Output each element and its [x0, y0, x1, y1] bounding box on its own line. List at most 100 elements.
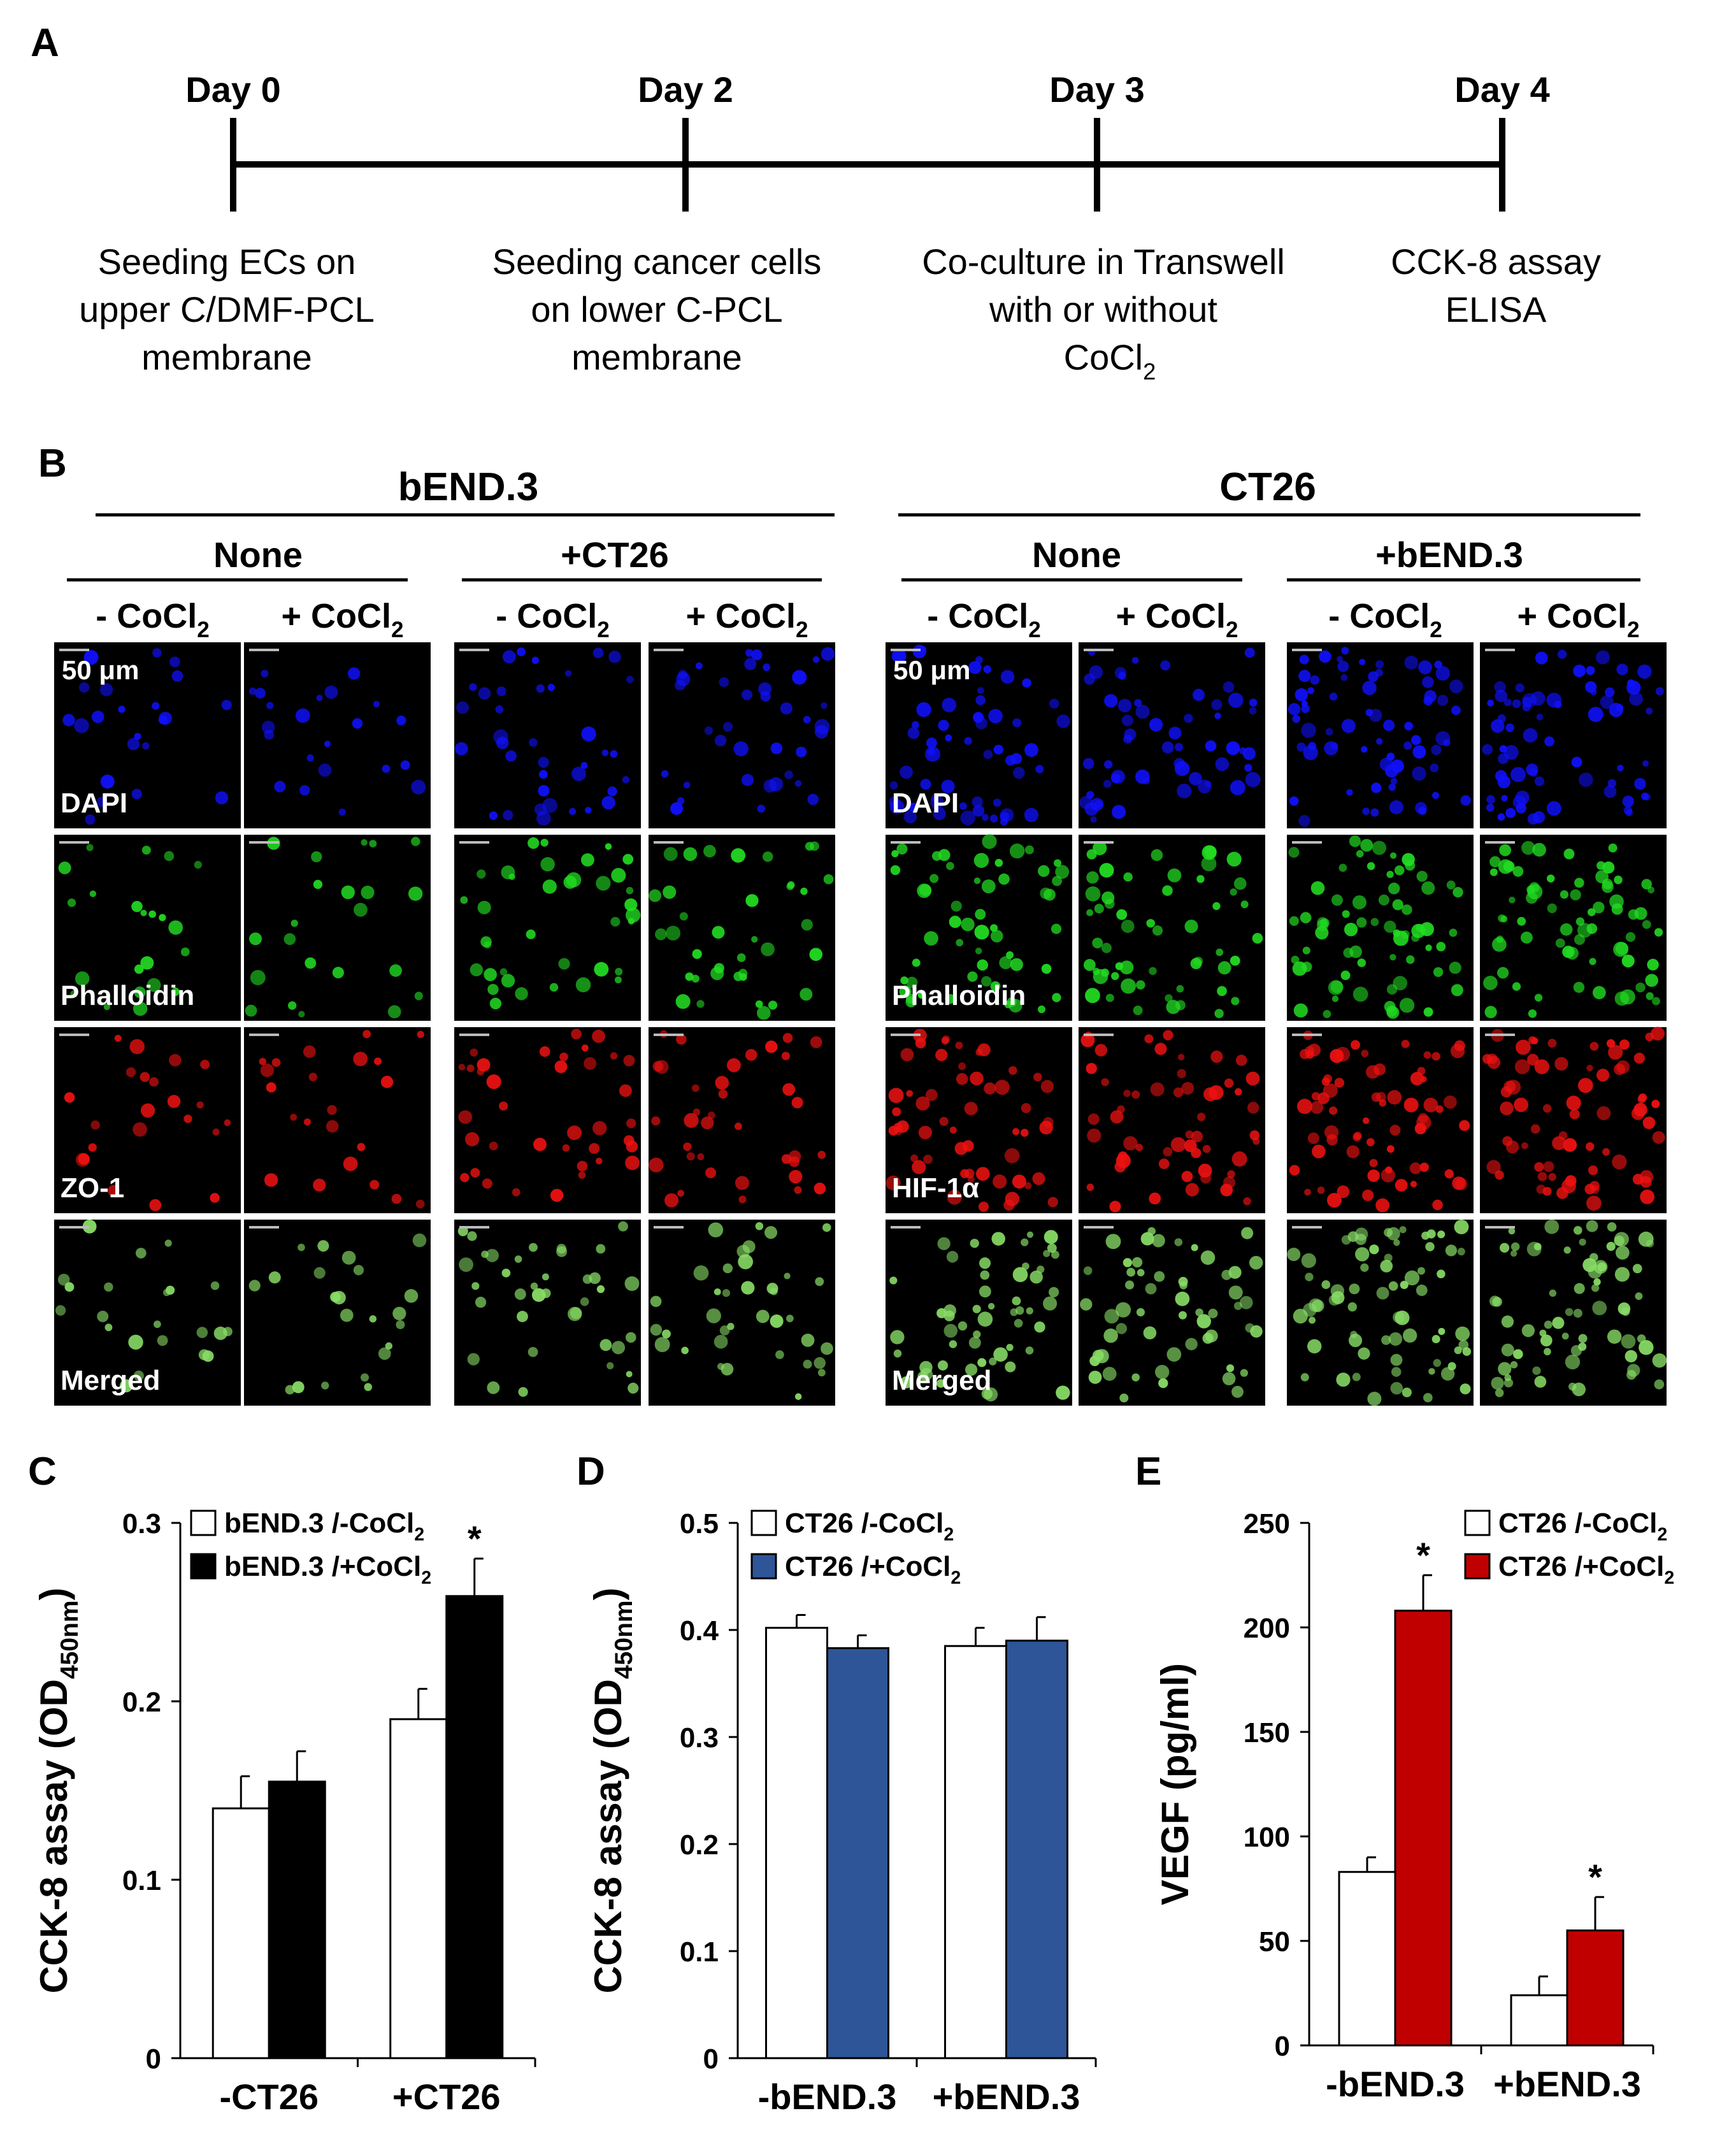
cell — [1101, 891, 1115, 905]
timeline-desc-line: CoCl2 — [1064, 337, 1156, 385]
cell — [655, 928, 667, 941]
cell — [1360, 839, 1374, 852]
cell — [1330, 1049, 1344, 1063]
cell — [1226, 741, 1240, 755]
cell — [1425, 1242, 1435, 1251]
cell — [821, 702, 828, 709]
cell — [981, 976, 992, 987]
cell — [1005, 1361, 1016, 1373]
cell — [796, 746, 807, 758]
cell — [1537, 1172, 1547, 1181]
cell — [722, 722, 733, 732]
cell — [650, 1323, 663, 1336]
cell — [1288, 847, 1300, 858]
legend-swatch — [750, 1553, 777, 1580]
cell — [517, 1311, 528, 1322]
cell — [119, 1379, 133, 1393]
cell — [596, 876, 611, 891]
cell — [1589, 1042, 1599, 1051]
cell — [470, 1168, 480, 1178]
cell — [352, 718, 363, 729]
cell — [1362, 1117, 1370, 1124]
cell — [250, 970, 266, 986]
cell — [608, 651, 621, 663]
cell — [703, 844, 716, 858]
cell — [1654, 1379, 1665, 1390]
cell — [303, 1045, 316, 1058]
cell — [1489, 856, 1501, 868]
cell — [1586, 666, 1595, 675]
cell — [1105, 993, 1114, 1002]
cell — [1622, 795, 1634, 807]
cell — [477, 900, 491, 914]
cell — [1228, 693, 1244, 708]
cell — [1495, 689, 1508, 703]
cell — [100, 774, 115, 789]
cell — [980, 1270, 990, 1280]
cell — [949, 916, 961, 928]
cell — [1487, 1056, 1501, 1069]
cell — [961, 918, 975, 932]
cell — [1146, 919, 1155, 928]
cell — [1321, 1280, 1331, 1289]
cell — [1241, 1227, 1254, 1239]
cell — [1361, 1049, 1369, 1058]
cell — [224, 1119, 231, 1127]
cell — [332, 967, 344, 979]
cell — [1092, 1350, 1104, 1362]
cell — [1431, 1051, 1440, 1061]
cell — [1639, 1340, 1654, 1355]
cell — [1596, 1106, 1611, 1120]
cell — [248, 687, 257, 695]
cell — [1600, 695, 1614, 709]
y-tick-label: 0.2 — [680, 1829, 719, 1861]
cell — [354, 902, 368, 917]
cell — [714, 963, 724, 974]
cell — [1309, 1316, 1316, 1324]
cell — [919, 645, 926, 652]
cell — [1310, 1100, 1324, 1114]
cell — [1166, 1347, 1182, 1362]
cell — [1514, 1059, 1530, 1074]
cell — [538, 784, 550, 797]
cell — [726, 1058, 741, 1072]
significance-marker: * — [1416, 1535, 1430, 1575]
micrograph-hif-1α — [1079, 1027, 1265, 1213]
legend-swatch — [1464, 1510, 1491, 1536]
subgroup-title: None — [213, 535, 303, 575]
cell — [722, 1289, 731, 1297]
cell — [1230, 780, 1245, 796]
cell — [1561, 1332, 1569, 1340]
cell — [625, 1155, 640, 1171]
cell — [1144, 1034, 1154, 1044]
cell — [1319, 650, 1331, 663]
cell — [975, 717, 988, 730]
cell — [1243, 1197, 1251, 1206]
cell — [1026, 1231, 1034, 1238]
y-tick-label: 0.5 — [680, 1508, 719, 1539]
cell — [1513, 1349, 1523, 1359]
cell — [1009, 843, 1025, 859]
cell — [1501, 1315, 1514, 1328]
cell — [1005, 755, 1016, 766]
stain-label: Merged — [61, 1365, 160, 1396]
cell — [152, 648, 162, 658]
cell — [1386, 1145, 1395, 1153]
cell — [484, 968, 497, 981]
cell — [147, 978, 161, 992]
cell — [1249, 1130, 1260, 1141]
cell — [1586, 1195, 1602, 1211]
cell — [800, 887, 808, 895]
cell — [470, 963, 484, 977]
cell — [1505, 807, 1516, 818]
cell — [1452, 1176, 1466, 1190]
cell — [1005, 1192, 1020, 1206]
cell — [1515, 683, 1524, 693]
cell — [1228, 1265, 1242, 1279]
cell — [1498, 859, 1513, 874]
cell — [542, 879, 557, 894]
cell — [943, 1323, 958, 1338]
cell — [1082, 758, 1094, 770]
cell — [1358, 1347, 1370, 1360]
cell — [1297, 1099, 1312, 1114]
